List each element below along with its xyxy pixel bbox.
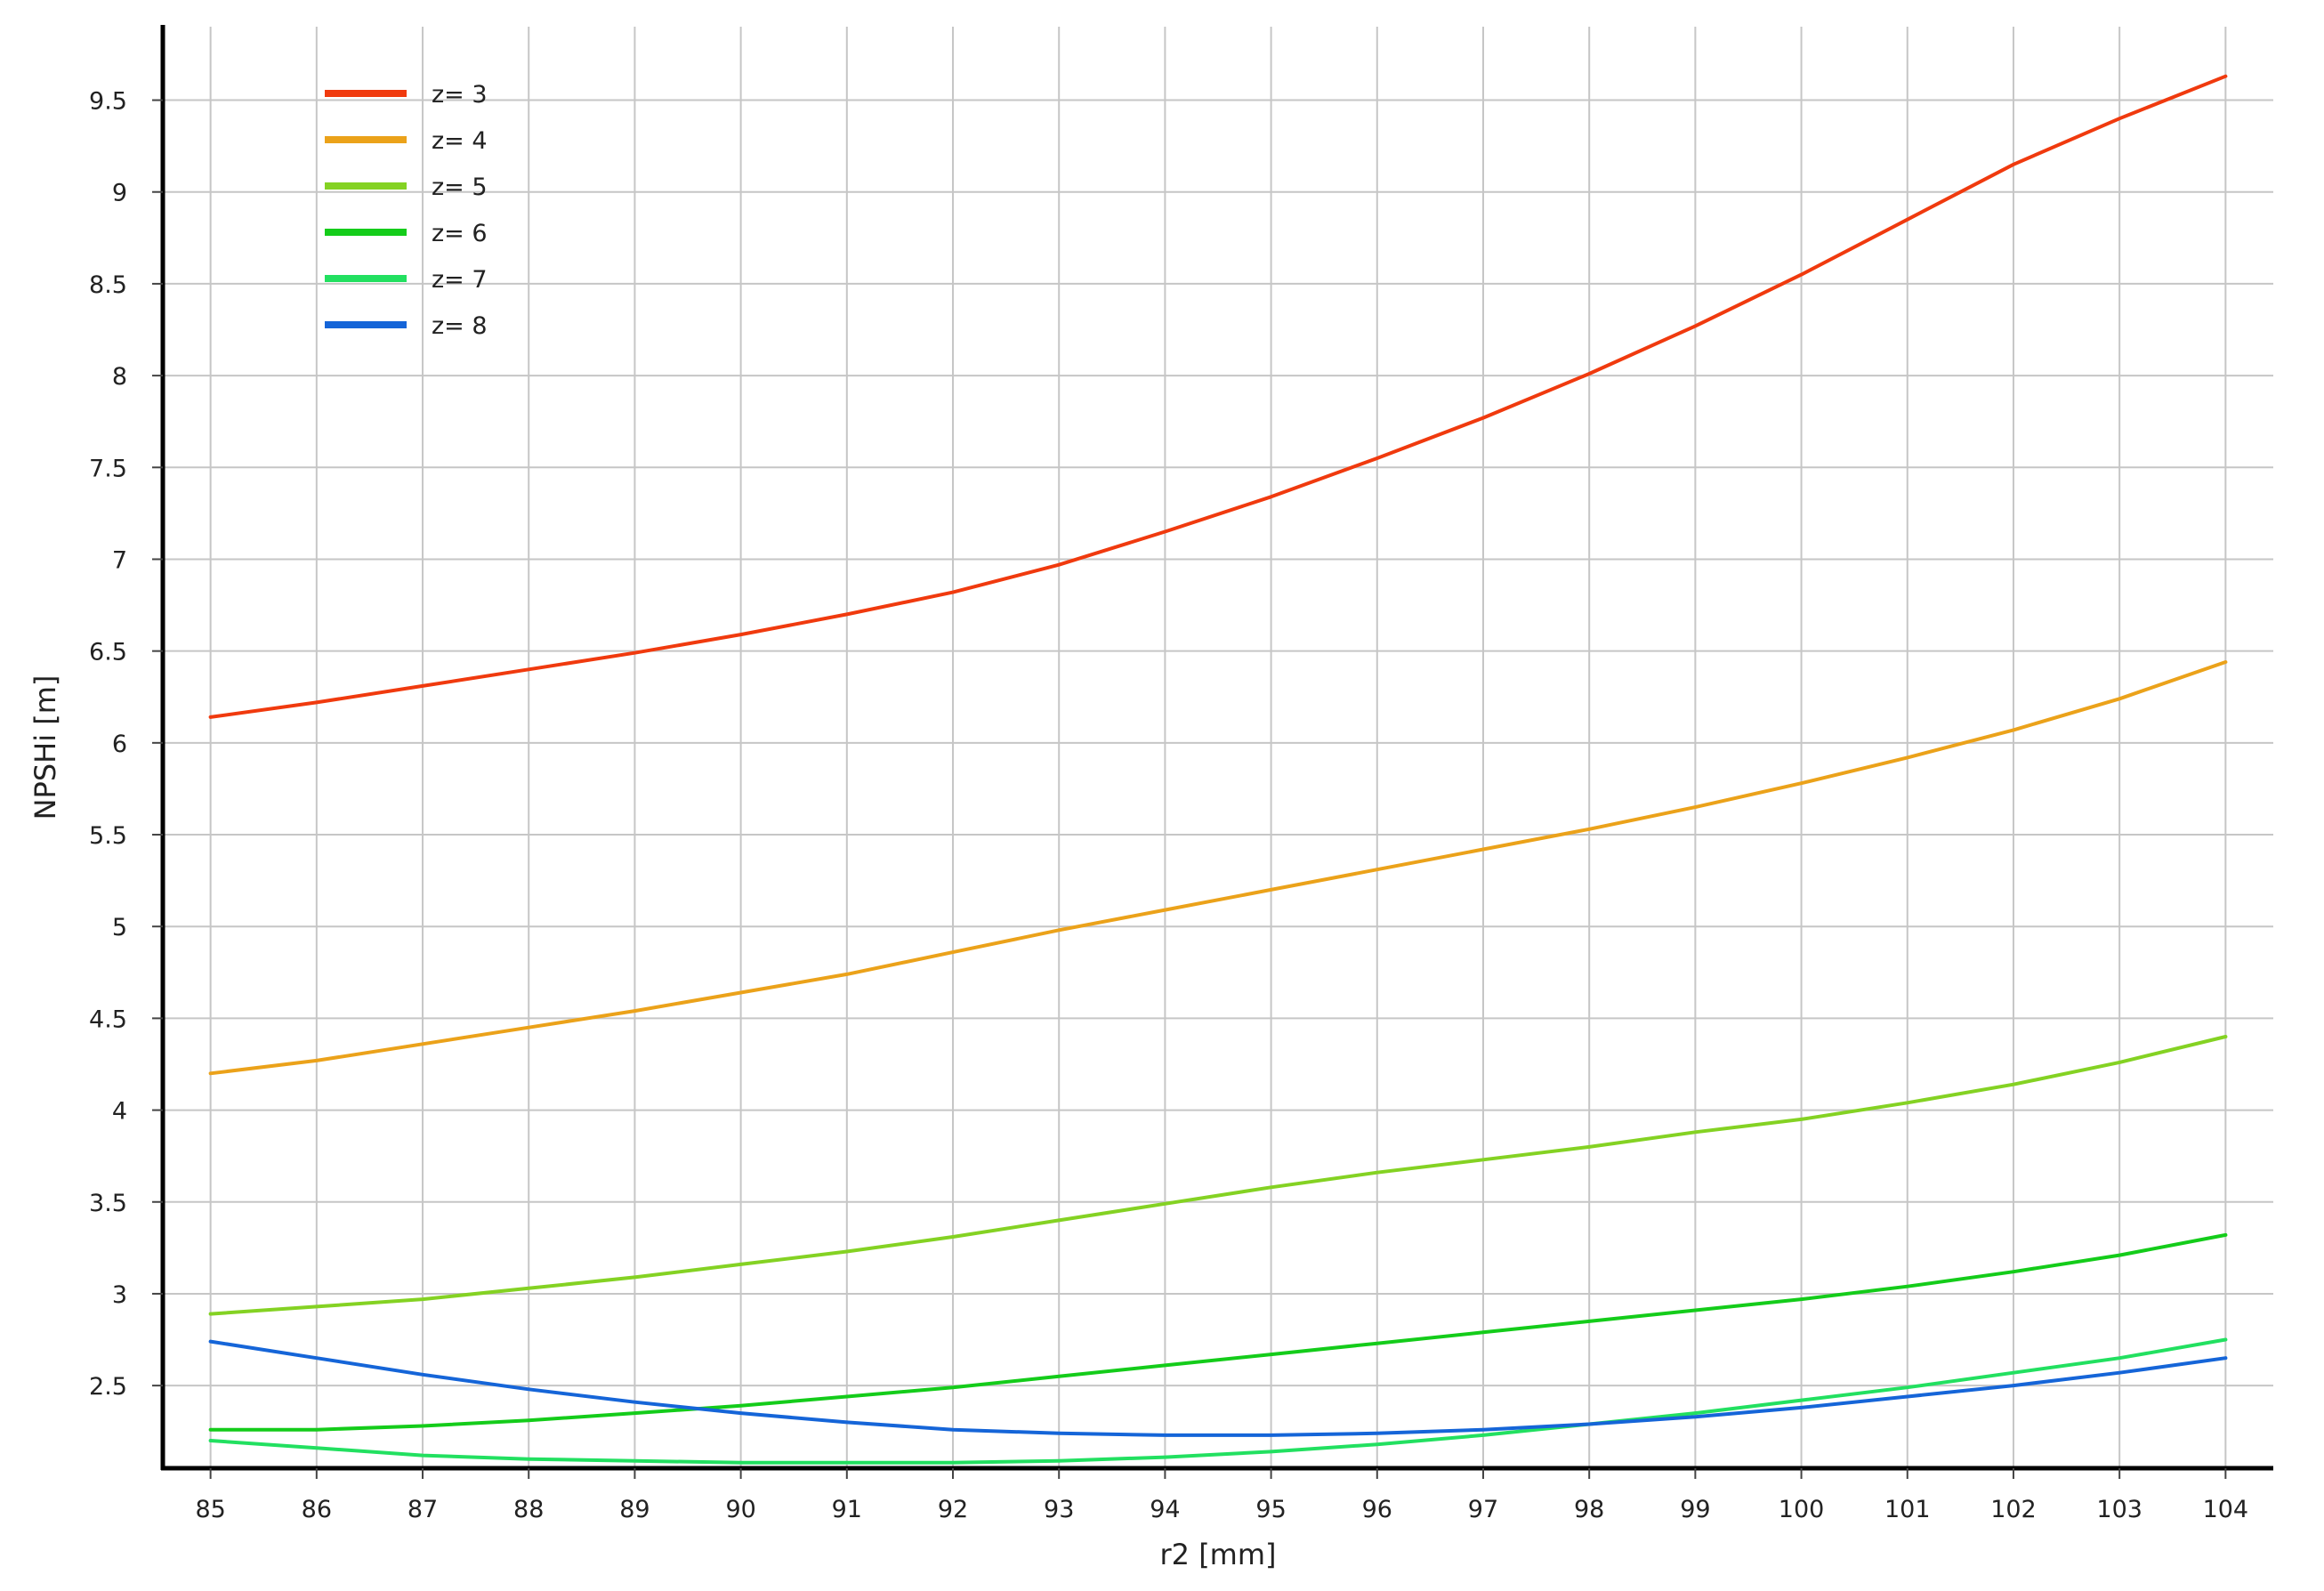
grid [163,27,2273,1468]
x-tick-label: 93 [1044,1496,1074,1523]
x-tick-label: 95 [1255,1496,1286,1523]
x-tick-label: 94 [1150,1496,1180,1523]
x-tick-label: 100 [1779,1496,1825,1523]
x-tick-label: 86 [302,1496,332,1523]
y-tick-label: 4 [112,1098,127,1126]
y-tick-label: 9.5 [89,88,127,116]
x-tick-label: 104 [2203,1496,2249,1523]
y-tick-label: 3 [112,1281,127,1309]
y-axis-label: NPSHi [m] [28,675,62,820]
x-tick-label: 92 [938,1496,968,1523]
legend-label-z7: z= 7 [432,266,488,294]
x-tick-label: 101 [1884,1496,1931,1523]
x-tick-label: 88 [513,1496,544,1523]
series-line-z6 [208,1232,2228,1432]
legend-label-z8: z= 8 [432,312,488,340]
y-tick-label: 8.5 [89,271,127,299]
series-line-z7 [208,1337,2228,1465]
x-tick-label: 91 [832,1496,862,1523]
y-tick-label: 7 [112,546,127,574]
y-tick-label: 7.5 [89,455,127,482]
x-tick-label: 97 [1468,1496,1498,1523]
y-tick-label: 6 [112,731,127,758]
legend-label-z3: z= 3 [432,81,488,109]
axes [160,25,2273,1471]
x-axis-ticks: 85 86 87 88 89 90 91 92 93 94 95 96 97 98 99 100 101 102 1… [195,1468,2248,1523]
series-line-z4 [208,660,2228,1076]
x-tick-label: 102 [1990,1496,2037,1523]
x-tick-label: 85 [195,1496,225,1523]
y-tick-label: 4.5 [89,1005,127,1033]
x-tick-label: 98 [1574,1496,1604,1523]
y-tick-label: 9 [112,180,127,207]
legend-label-z5: z= 5 [432,174,488,201]
y-tick-label: 5 [112,914,127,941]
y-tick-label: 6.5 [89,639,127,666]
y-axis-ticks: 2.5 3 3.5 4 4.5 5 5.5 6 6.5 7 7.5 8 8.5 9 9.5 [89,88,163,1401]
x-tick-label: 99 [1680,1496,1710,1523]
series-line-z5 [208,1035,2228,1316]
y-tick-label: 5.5 [89,822,127,850]
y-tick-label: 3.5 [89,1190,127,1217]
series-line-z3 [208,74,2228,719]
legend-label-z6: z= 6 [432,220,488,247]
legend: z= 3 z= 4 z= 5 z= 6 z= 7 z= 8 [325,81,488,340]
x-tick-label: 103 [2096,1496,2142,1523]
x-tick-label: 89 [619,1496,650,1523]
y-tick-label: 8 [112,363,127,391]
x-axis-label: r2 [mm] [1160,1538,1277,1571]
x-tick-label: 90 [725,1496,755,1523]
legend-label-z4: z= 4 [432,127,488,155]
series-line-z8 [208,1339,2228,1437]
x-tick-label: 96 [1362,1496,1392,1523]
x-tick-label: 87 [408,1496,438,1523]
series-lines [208,74,2228,1465]
y-tick-label: 2.5 [89,1373,127,1401]
